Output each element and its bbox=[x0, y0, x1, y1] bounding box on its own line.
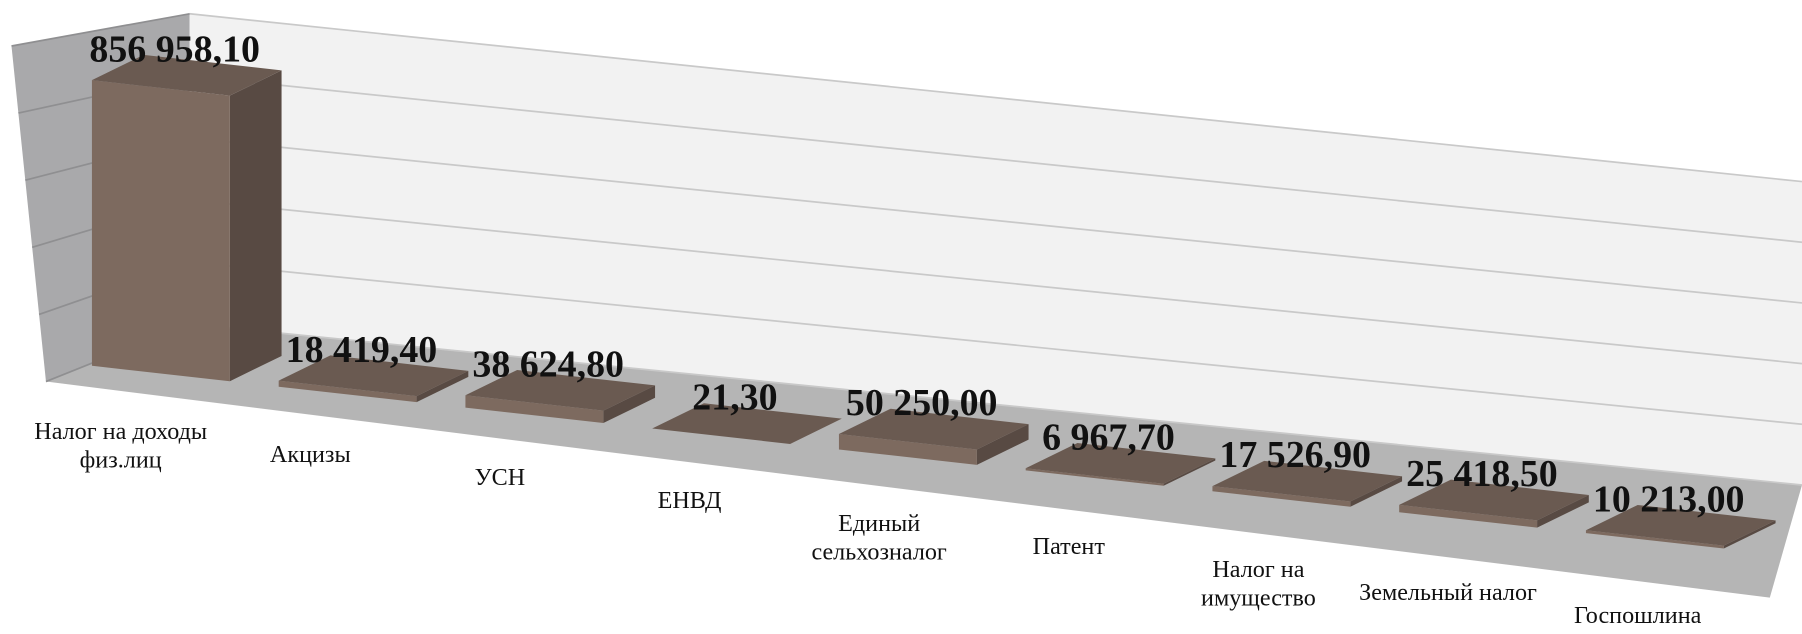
bar-front bbox=[838, 433, 977, 465]
bar-front bbox=[278, 380, 417, 403]
bar-side bbox=[229, 70, 282, 382]
bar-side bbox=[1163, 458, 1216, 486]
bar-top bbox=[1399, 479, 1589, 521]
bar-top bbox=[465, 369, 656, 411]
grid-line bbox=[189, 199, 1802, 365]
x-tick-label: Госпошлина bbox=[1573, 601, 1702, 629]
value-label: 856 958,10 bbox=[89, 28, 260, 70]
value-label: 17 526,90 bbox=[1219, 434, 1371, 476]
x-tick-label: Налог на имущество bbox=[1201, 555, 1316, 612]
bar-front bbox=[1585, 530, 1724, 549]
bar-front bbox=[1399, 504, 1538, 528]
grid-line bbox=[189, 74, 1802, 244]
value-label: 21,30 bbox=[692, 377, 777, 419]
bar-side bbox=[1723, 520, 1776, 549]
value-label: 25 418,50 bbox=[1406, 453, 1558, 495]
bar-front bbox=[465, 395, 604, 424]
x-tick-label: Единый сельхозналог bbox=[811, 509, 947, 566]
grid-line bbox=[11, 12, 190, 47]
bar-side bbox=[1350, 476, 1403, 507]
bar-side bbox=[790, 418, 842, 444]
bar-top bbox=[838, 408, 1029, 450]
value-label: 50 250,00 bbox=[846, 382, 998, 424]
bar-top bbox=[652, 403, 842, 444]
x-tick-label: Земельный налог bbox=[1359, 578, 1537, 606]
bar-top bbox=[278, 355, 469, 397]
value-label: 6 967,70 bbox=[1042, 416, 1175, 458]
bar-front bbox=[652, 428, 791, 444]
x-tick-label: Акцизы bbox=[269, 440, 351, 468]
bar-front bbox=[1025, 468, 1164, 486]
grid-line bbox=[189, 261, 1802, 426]
bar-side bbox=[1537, 495, 1589, 528]
bar-top bbox=[1212, 460, 1403, 502]
bar-front bbox=[91, 80, 230, 382]
bar-top bbox=[1025, 442, 1216, 484]
x-tick-label: Налог на доходы физ.лиц bbox=[34, 417, 208, 474]
back-wall bbox=[189, 13, 1802, 485]
bar-side bbox=[603, 385, 656, 424]
value-label: 38 624,80 bbox=[472, 343, 624, 385]
value-label: 10 213,00 bbox=[1593, 478, 1745, 520]
bar-side bbox=[976, 424, 1029, 465]
grid-line bbox=[189, 12, 1802, 183]
value-label: 18 419,40 bbox=[286, 329, 438, 371]
bar-front bbox=[1212, 486, 1351, 507]
grid-line bbox=[189, 323, 1802, 486]
bar-top bbox=[1585, 504, 1776, 546]
x-tick-label: УСН bbox=[474, 463, 526, 491]
grid-line bbox=[189, 137, 1802, 304]
bar-side bbox=[416, 370, 469, 403]
x-tick-label: Патент bbox=[1032, 532, 1105, 560]
x-tick-label: ЕНВД bbox=[657, 486, 722, 514]
bar-top bbox=[91, 54, 282, 96]
